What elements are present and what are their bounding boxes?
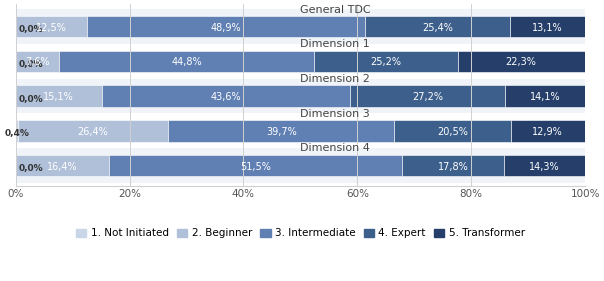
Bar [18, 120, 169, 142]
Bar [314, 51, 458, 72]
Text: 27,2%: 27,2% [412, 92, 443, 102]
Bar [365, 16, 510, 37]
Bar [16, 79, 585, 114]
Text: 12,5%: 12,5% [36, 23, 66, 33]
Bar [504, 155, 585, 176]
Text: General TDC: General TDC [300, 4, 371, 15]
Text: 48,9%: 48,9% [211, 23, 242, 33]
Text: 0,0%: 0,0% [19, 26, 43, 35]
Bar [59, 51, 314, 72]
Text: Dimension 3: Dimension 3 [300, 109, 370, 119]
Text: 7,6%: 7,6% [25, 58, 50, 67]
Text: 25,2%: 25,2% [370, 58, 401, 67]
Text: 43,6%: 43,6% [210, 92, 241, 102]
Bar [16, 16, 87, 37]
Text: 20,5%: 20,5% [437, 127, 468, 137]
Text: 39,7%: 39,7% [266, 127, 297, 137]
Bar [16, 9, 585, 44]
Text: 15,1%: 15,1% [43, 92, 74, 102]
Bar [402, 155, 504, 176]
Text: Dimension 1: Dimension 1 [300, 39, 370, 49]
Text: 17,8%: 17,8% [438, 162, 468, 171]
Text: Dimension 4: Dimension 4 [300, 143, 370, 153]
Bar [16, 51, 59, 72]
Text: 22,3%: 22,3% [506, 58, 536, 67]
Text: 0,0%: 0,0% [19, 95, 43, 104]
Bar [16, 85, 101, 107]
Text: 13,1%: 13,1% [532, 23, 562, 33]
Text: 25,4%: 25,4% [422, 23, 453, 33]
Bar [109, 155, 402, 176]
Bar [510, 16, 585, 37]
Text: 12,9%: 12,9% [532, 127, 563, 137]
Text: 26,4%: 26,4% [78, 127, 109, 137]
Text: 14,3%: 14,3% [529, 162, 560, 171]
Bar [87, 16, 365, 37]
Bar [101, 85, 350, 107]
Text: 0,4%: 0,4% [4, 130, 29, 139]
Text: 51,5%: 51,5% [240, 162, 271, 171]
Text: 44,8%: 44,8% [171, 58, 202, 67]
Bar [350, 85, 505, 107]
Bar [511, 120, 585, 142]
Text: 0,0%: 0,0% [19, 164, 43, 173]
Bar [16, 155, 109, 176]
Bar [16, 114, 585, 148]
Bar [394, 120, 511, 142]
Bar [16, 44, 585, 79]
Bar [458, 51, 585, 72]
Bar [505, 85, 585, 107]
Text: 16,4%: 16,4% [47, 162, 78, 171]
Bar [16, 148, 585, 183]
Text: 14,1%: 14,1% [530, 92, 561, 102]
Bar [16, 120, 18, 142]
Text: Dimension 2: Dimension 2 [300, 74, 370, 84]
Text: 0,0%: 0,0% [19, 60, 43, 69]
Bar [169, 120, 394, 142]
Legend: 1. Not Initiated, 2. Beginner, 3. Intermediate, 4. Expert, 5. Transformer: 1. Not Initiated, 2. Beginner, 3. Interm… [72, 224, 529, 243]
